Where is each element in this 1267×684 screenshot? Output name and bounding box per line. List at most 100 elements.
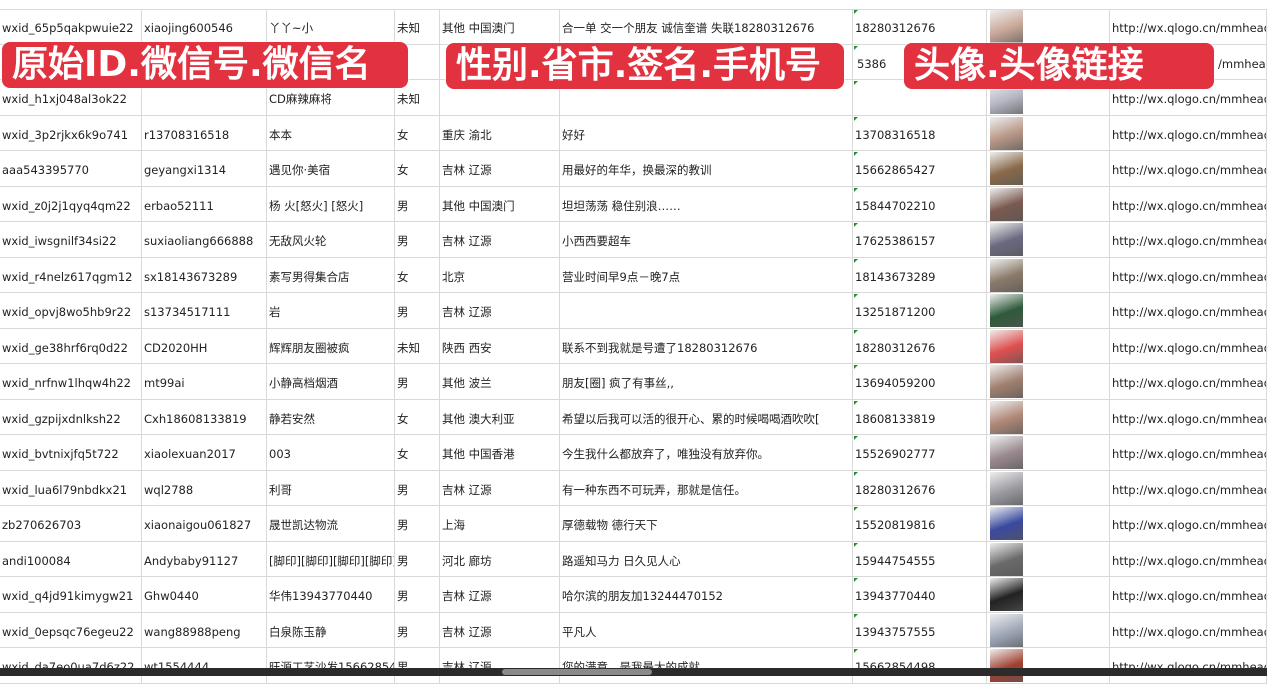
cell-region[interactable]: 吉林 辽源 [440,612,560,647]
cell-avatar[interactable] [987,328,1110,363]
cell-signature[interactable]: 好好 [560,115,853,150]
cell-avatar-link[interactable]: http://wx.qlogo.cn/mmhead [1110,186,1267,221]
cell-original-id[interactable]: wxid_gzpijxdnlksh22 [0,399,142,434]
cell-original-id[interactable]: wxid_3p2rjkx6k9o741 [0,115,142,150]
cell-avatar-link[interactable]: http://wx.qlogo.cn/mmhead [1110,293,1267,328]
cell-wechat-name[interactable]: 旺源工艺沙发15662854 [267,648,395,683]
cell-wechat-id[interactable] [142,80,267,115]
cell-region[interactable]: 吉林 辽源 [440,293,560,328]
cell-original-id[interactable]: wxid_r4nelz617qgm12 [0,257,142,292]
cell-avatar-link[interactable]: http://wx.qlogo.cn/mmhead [1110,506,1267,541]
cell-wechat-id[interactable]: xiaojing600546 [142,9,267,44]
cell-wechat-name[interactable]: CD麻辣麻将 [267,80,395,115]
cell-signature[interactable]: 小西西要超车 [560,222,853,257]
cell-original-id[interactable]: wxid_65p5qakpwuie22 [0,9,142,44]
spreadsheet-grid[interactable]: wxid_65p5qakpwuie22 xiaojing600546 丫丫~小 未知其… [0,9,1267,684]
cell-signature[interactable]: 您的满意，是我最大的成就 [560,648,853,683]
cell-phone[interactable]: 13251871200 [853,293,987,328]
cell-avatar[interactable] [987,577,1110,612]
cell-wechat-id[interactable]: Ghw0440 [142,577,267,612]
cell-wechat-name[interactable]: 003 [267,435,395,470]
cell-avatar-link[interactable]: http://wx.qlogo.cn/mmhead [1110,435,1267,470]
cell-wechat-name[interactable]: [脚印][脚印][脚印][脚印] [267,541,395,576]
cell-avatar-link[interactable]: http://wx.qlogo.cn/mmhead [1110,364,1267,399]
cell-gender[interactable]: 男 [395,470,440,505]
cell-phone[interactable]: 18608133819 [853,399,987,434]
cell-gender[interactable]: 男 [395,506,440,541]
cell-avatar[interactable] [987,186,1110,221]
cell-gender[interactable]: 男 [395,541,440,576]
cell-signature[interactable]: 朋友[圈] 疯了有事丝,, [560,364,853,399]
cell-signature[interactable] [560,293,853,328]
cell-region[interactable]: 吉林 辽源 [440,577,560,612]
cell-region[interactable]: 吉林 辽源 [440,648,560,683]
cell-signature[interactable]: 今生我什么都放弃了，唯独没有放弃你。 [560,435,853,470]
cell-gender[interactable] [395,44,440,79]
cell-phone[interactable]: 15520819816 [853,506,987,541]
cell-signature[interactable]: 哈尔滨的朋友加13244470152 [560,577,853,612]
cell-original-id[interactable]: wxid_bvtnixjfq5t722 [0,435,142,470]
cell-original-id[interactable]: zb270626703 [0,506,142,541]
cell-phone[interactable]: 15662865427 [853,151,987,186]
cell-region[interactable]: 其他 中国香港 [440,435,560,470]
cell-original-id[interactable]: wxid_ge38hrf6rq0d22 [0,328,142,363]
cell-signature[interactable]: 有一种东西不可玩弄，那就是信任。 [560,470,853,505]
cell-wechat-id[interactable]: xiaolexuan2017 [142,435,267,470]
cell-signature[interactable]: 坦坦荡荡 稳住别浪…… [560,186,853,221]
cell-wechat-name[interactable]: 素写男得集合店 [267,257,395,292]
scrollbar-thumb[interactable] [502,669,652,675]
cell-phone[interactable]: 13708316518 [853,115,987,150]
cell-wechat-id[interactable]: wql2788 [142,470,267,505]
cell-wechat-name[interactable]: 杨 火[怒火] [怒火] [267,186,395,221]
cell-gender[interactable]: 男 [395,222,440,257]
cell-phone[interactable]: 15944754555 [853,541,987,576]
cell-gender[interactable]: 男 [395,577,440,612]
cell-gender[interactable]: 未知 [395,9,440,44]
cell-gender[interactable]: 未知 [395,80,440,115]
cell-gender[interactable]: 男 [395,648,440,683]
cell-signature[interactable] [560,44,853,79]
cell-wechat-name[interactable]: 静若安然 [267,399,395,434]
cell-avatar[interactable] [987,399,1110,434]
cell-original-id[interactable]: wxid_lua6l79nbdkx21 [0,470,142,505]
cell-avatar-link[interactable]: http://wx.qlogo.cn/mmhead [1110,328,1267,363]
cell-avatar[interactable] [987,506,1110,541]
cell-phone[interactable]: 18280312676 [853,9,987,44]
cell-wechat-name[interactable]: 本本 [267,115,395,150]
cell-avatar[interactable] [987,293,1110,328]
cell-wechat-id[interactable]: suxiaoliang666888 [142,222,267,257]
cell-phone[interactable]: 13943770440 [853,577,987,612]
cell-wechat-id[interactable]: s13734517111 [142,293,267,328]
cell-wechat-id[interactable]: Cxh18608133819 [142,399,267,434]
cell-avatar[interactable] [987,9,1110,44]
cell-gender[interactable]: 男 [395,612,440,647]
cell-phone[interactable]: 18280312676 [853,470,987,505]
cell-original-id[interactable]: wxid_iwsgnilf34si22 [0,222,142,257]
cell-wechat-name[interactable]: 遇见你·美宿 [267,151,395,186]
cell-signature[interactable]: 营业时间早9点－晚7点 [560,257,853,292]
cell-original-id[interactable]: andi100084 [0,541,142,576]
cell-wechat-name[interactable]: 岩 [267,293,395,328]
cell-wechat-id[interactable]: r13708316518 [142,115,267,150]
cell-signature[interactable]: 联系不到我就是号遭了18280312676 [560,328,853,363]
cell-wechat-id[interactable]: sx18143673289 [142,257,267,292]
cell-region[interactable]: 上海 [440,506,560,541]
cell-region[interactable]: 北京 [440,257,560,292]
cell-avatar-link[interactable]: http://wx.qlogo.cn/mmhead [1110,9,1267,44]
cell-wechat-name[interactable]: 小静高档烟酒 [267,364,395,399]
cell-region[interactable]: 吉林 辽源 [440,470,560,505]
cell-phone[interactable]: 18280312676 [853,328,987,363]
cell-signature[interactable] [560,80,853,115]
cell-original-id[interactable]: aaa543395770 [0,151,142,186]
cell-region[interactable]: 其他 波兰 [440,364,560,399]
cell-phone[interactable] [853,80,987,115]
cell-signature[interactable]: 用最好的年华，换最深的教训 [560,151,853,186]
cell-wechat-id[interactable]: CD2020HH [142,328,267,363]
cell-avatar[interactable] [987,151,1110,186]
cell-avatar-link[interactable]: http://wx.qlogo.cn/mmhead [1110,577,1267,612]
cell-gender[interactable]: 女 [395,257,440,292]
cell-signature[interactable]: 路遥知马力 日久见人心 [560,541,853,576]
cell-gender[interactable]: 男 [395,364,440,399]
cell-avatar[interactable] [987,222,1110,257]
cell-region[interactable]: 陕西 西安 [440,328,560,363]
